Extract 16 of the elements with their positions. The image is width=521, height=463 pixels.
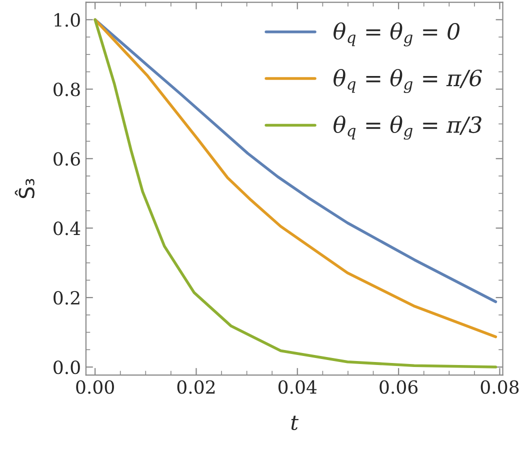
legend-label: θ$_{q}$ = θ$_{g}$ = π/6 (334, 68, 482, 94)
x-tick-label: 0.02 (177, 380, 215, 394)
y-tick-label: 0.0 (54, 360, 80, 374)
x-tick-label: 0.06 (380, 380, 418, 394)
y-tick-label: 0.4 (54, 222, 80, 236)
x-tick-label: 0.00 (76, 380, 114, 394)
y-tick-label: 0.8 (54, 82, 80, 96)
y-axis-title: Ŝ₃ (14, 178, 34, 198)
x-tick-label: 0.08 (480, 380, 519, 394)
legend-label: θ$_{q}$ = θ$_{g}$ = 0 (334, 22, 460, 46)
x-tick-label: 0.04 (278, 380, 317, 394)
legend-label: θ$_{q}$ = θ$_{g}$ = π/3 (334, 116, 482, 140)
y-tick-label: 0.6 (54, 152, 80, 166)
x-axis-title: t (291, 416, 299, 430)
y-tick-label: 0.2 (54, 291, 80, 305)
y-tick-label: 1.0 (54, 13, 80, 27)
